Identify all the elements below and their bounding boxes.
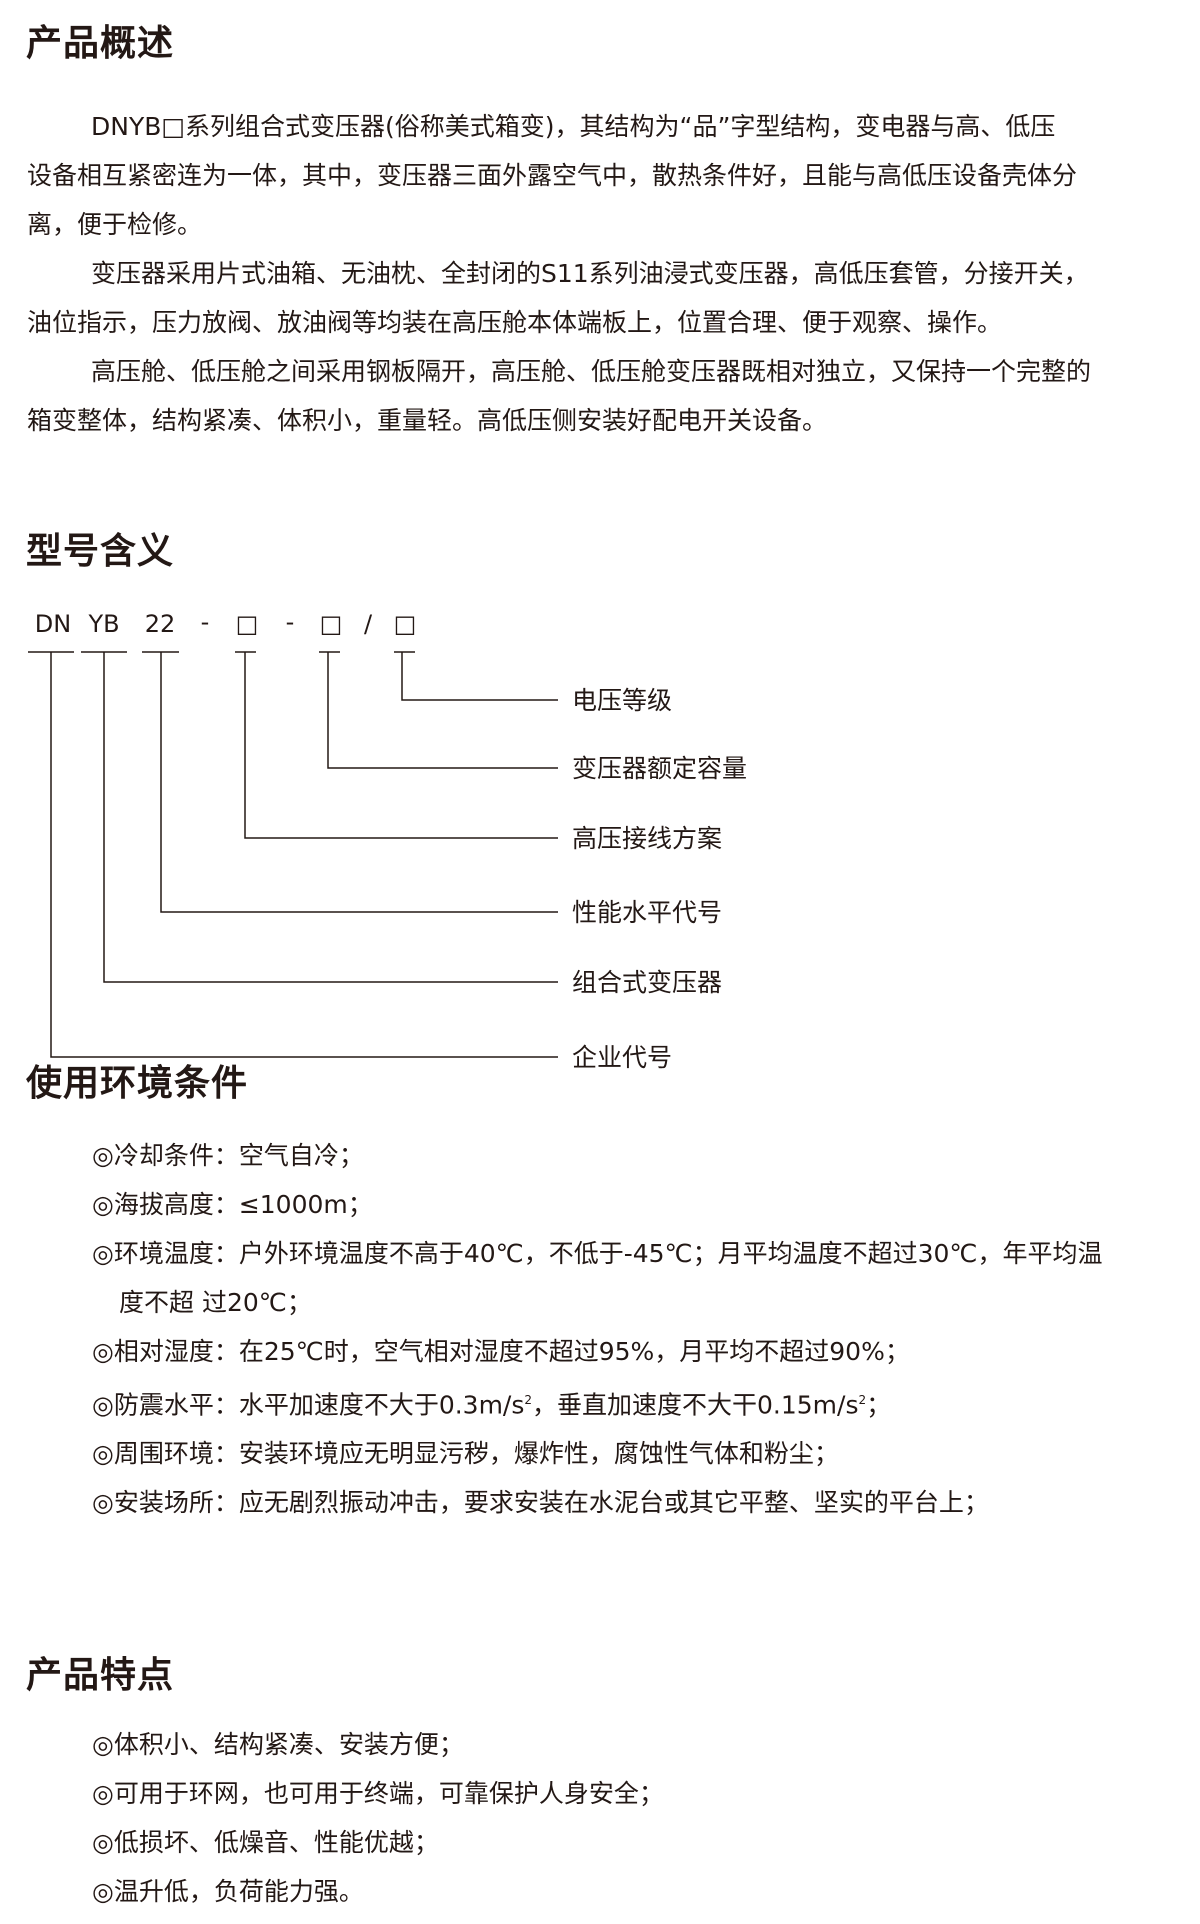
code-part: DN bbox=[35, 610, 71, 638]
paragraph-line: DNYB□系列组合式变压器(俗称美式箱变)，其结构为“品”字型结构，变电器与高、… bbox=[91, 112, 1056, 141]
paragraph-line: 设备相互紧密连为一体，其中，变压器三面外露空气中，散热条件好，且能与高低压设备壳… bbox=[27, 161, 1078, 190]
features-list: ◎体积小、结构紧凑、安装方便； ◎可用于环网，也可用于终端，可靠保护人身安全； … bbox=[92, 1720, 664, 1916]
code-part: □ bbox=[394, 610, 417, 638]
list-item: ◎海拔高度：≤1000m； bbox=[92, 1190, 373, 1219]
list-item-continuation: 度不超 过20℃； bbox=[119, 1288, 312, 1317]
section-title-environment: 使用环境条件 bbox=[26, 1063, 249, 1104]
environment-list: ◎冷却条件：空气自冷； ◎海拔高度：≤1000m； ◎环境温度：户外环境温度不高… bbox=[92, 1131, 1103, 1527]
list-item: ◎可用于环网，也可用于终端，可靠保护人身安全； bbox=[92, 1779, 664, 1808]
label-combined-transformer: 组合式变压器 bbox=[572, 968, 722, 997]
label-performance-code: 性能水平代号 bbox=[572, 898, 722, 927]
paragraph-line: 离，便于检修。 bbox=[27, 210, 203, 239]
overview-text: DNYB□系列组合式变压器(俗称美式箱变)，其结构为“品”字型结构，变电器与高、… bbox=[27, 102, 1157, 445]
model-diagram: DN YB 22 - □ - □ / □ 电压等级 变压器额定容量 高压接线方案… bbox=[28, 608, 747, 1072]
list-item: ◎温升低，负荷能力强。 bbox=[92, 1877, 364, 1906]
text: ◎防震水平：水平加速度不大于0.3m/s bbox=[92, 1390, 525, 1420]
list-item: ◎环境温度：户外环境温度不高于40℃，不低于-45℃；月平均温度不超过30℃，年… bbox=[92, 1239, 1103, 1268]
connector-lines bbox=[28, 651, 558, 1058]
code-part: - bbox=[201, 608, 210, 636]
label-rated-capacity: 变压器额定容量 bbox=[572, 754, 747, 783]
list-item: ◎安装场所：应无剧烈振动冲击，要求安装在水泥台或其它平整、坚实的平台上； bbox=[92, 1488, 989, 1518]
label-hv-wiring: 高压接线方案 bbox=[572, 824, 722, 853]
code-part: □ bbox=[236, 610, 259, 638]
section-title-model: 型号含义 bbox=[26, 531, 175, 572]
section-title-overview: 产品概述 bbox=[26, 23, 175, 64]
section-title-features: 产品特点 bbox=[26, 1655, 175, 1696]
code-part: 22 bbox=[145, 610, 176, 638]
paragraph-line: 箱变整体，结构紧凑、体积小，重量轻。高低压侧安装好配电开关设备。 bbox=[27, 406, 828, 435]
label-company-code: 企业代号 bbox=[572, 1043, 672, 1072]
text: ，垂直加速度不大干0.15m/s bbox=[532, 1390, 859, 1420]
list-item: ◎体积小、结构紧凑、安装方便； bbox=[92, 1730, 464, 1759]
list-item: ◎冷却条件：空气自冷； bbox=[92, 1141, 364, 1170]
superscript: 2 bbox=[858, 1393, 867, 1407]
code-part: YB bbox=[87, 610, 119, 638]
text: ； bbox=[866, 1390, 892, 1420]
superscript: 2 bbox=[524, 1393, 533, 1407]
paragraph-line: 高压舱、低压舱之间采用钢板隔开，高压舱、低压舱变压器既相对独立，又保持一个完整的 bbox=[91, 357, 1092, 386]
list-item: ◎相对湿度：在25℃时，空气相对湿度不超过95%，月平均不超过90%； bbox=[92, 1337, 910, 1366]
list-item: ◎周围环境：安装环境应无明显污秽，爆炸性，腐蚀性气体和粉尘； bbox=[92, 1439, 839, 1469]
label-voltage-level: 电压等级 bbox=[572, 686, 672, 715]
paragraph-line: 油位指示，压力放阀、放油阀等均装在高压舱本体端板上，位置合理、便于观察、操作。 bbox=[27, 308, 1003, 337]
list-item: ◎低损坏、低燥音、性能优越； bbox=[92, 1828, 439, 1857]
code-part: - bbox=[286, 608, 295, 636]
list-item: ◎防震水平：水平加速度不大于0.3m/s2，垂直加速度不大干0.15m/s2； bbox=[92, 1376, 1103, 1429]
code-part: □ bbox=[320, 610, 343, 638]
code-part: / bbox=[364, 610, 373, 638]
paragraph-line: 变压器采用片式油箱、无油枕、全封闭的S11系列油浸式变压器，高低压套管，分接开关… bbox=[91, 259, 1089, 288]
